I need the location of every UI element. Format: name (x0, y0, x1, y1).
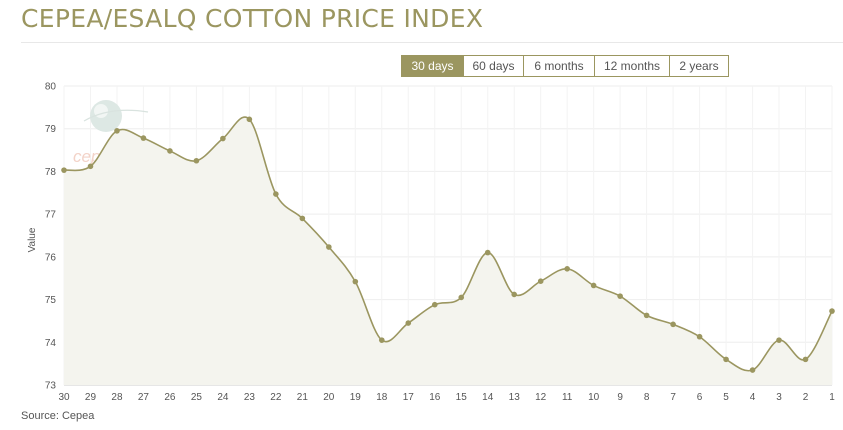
x-tick-label: 16 (429, 392, 441, 403)
x-tick-label: 26 (164, 392, 176, 403)
range-button-60-days[interactable]: 60 days (463, 56, 523, 76)
data-point-23[interactable] (246, 116, 253, 123)
y-tick-label: 80 (45, 82, 57, 93)
x-tick-label: 30 (58, 392, 70, 403)
x-tick-label: 18 (376, 392, 388, 403)
x-tick-label: 22 (270, 392, 282, 403)
x-tick-label: 15 (456, 392, 468, 403)
y-tick-label: 79 (45, 124, 57, 135)
x-tick-label: 5 (723, 392, 729, 403)
y-axis-label: Value (27, 227, 38, 252)
y-axis-ticks: 73 74 75 76 77 78 79 80 (45, 82, 57, 392)
data-point-26[interactable] (167, 148, 173, 154)
page-title: CEPEA/ESALQ COTTON PRICE INDEX (21, 4, 484, 33)
y-tick-label: 74 (45, 338, 57, 349)
source-note: Source: Cepea (21, 410, 95, 422)
data-point-9[interactable] (617, 293, 623, 299)
x-tick-label: 23 (244, 392, 256, 403)
x-tick-label: 20 (323, 392, 335, 403)
x-tick-label: 4 (750, 392, 756, 403)
data-point-22[interactable] (273, 191, 279, 197)
x-tick-label: 14 (482, 392, 494, 403)
x-tick-label: 12 (535, 392, 547, 403)
data-point-6[interactable] (696, 333, 703, 340)
data-point-15[interactable] (458, 294, 465, 301)
data-point-4[interactable] (749, 367, 756, 373)
x-tick-label: 2 (803, 392, 809, 403)
data-point-29[interactable] (87, 163, 94, 170)
data-point-10[interactable] (590, 282, 597, 289)
x-tick-label: 10 (588, 392, 600, 403)
data-point-3[interactable] (776, 337, 782, 343)
y-tick-label: 73 (45, 381, 57, 392)
data-point-19[interactable] (352, 278, 359, 285)
range-button-12-months[interactable]: 12 months (594, 56, 669, 76)
y-tick-label: 75 (45, 295, 57, 306)
x-tick-label: 28 (111, 392, 123, 403)
x-tick-label: 21 (297, 392, 309, 403)
x-tick-label: 27 (138, 392, 150, 403)
data-point-28[interactable] (114, 128, 120, 134)
x-tick-label: 25 (191, 392, 203, 403)
data-point-13[interactable] (511, 291, 518, 298)
series-area (64, 117, 832, 385)
x-tick-label: 1 (829, 392, 835, 403)
data-point-21[interactable] (299, 215, 306, 222)
data-point-1[interactable] (829, 308, 835, 314)
data-point-5[interactable] (723, 356, 729, 363)
data-point-24[interactable] (220, 135, 226, 142)
x-tick-label: 8 (644, 392, 650, 403)
data-point-20[interactable] (326, 244, 332, 250)
data-point-18[interactable] (378, 337, 385, 343)
x-tick-label: 9 (617, 392, 623, 403)
series-points (61, 116, 835, 373)
data-point-7[interactable] (670, 321, 676, 328)
x-tick-label: 3 (776, 392, 782, 403)
data-point-27[interactable] (140, 135, 147, 141)
data-point-16[interactable] (431, 301, 438, 308)
range-button-2-years[interactable]: 2 years (669, 56, 728, 76)
range-button-6-months[interactable]: 6 months (523, 56, 594, 76)
y-tick-label: 77 (45, 210, 57, 221)
x-tick-label: 13 (509, 392, 521, 403)
watermark-swoosh-icon (83, 109, 149, 122)
title-divider (21, 42, 843, 43)
y-tick-label: 78 (45, 167, 57, 178)
x-tick-label: 17 (403, 392, 415, 403)
data-point-14[interactable] (484, 249, 491, 256)
y-tick-label: 76 (45, 252, 57, 263)
data-point-25[interactable] (193, 157, 200, 164)
x-tick-label: 7 (670, 392, 676, 403)
x-tick-label: 11 (562, 392, 573, 403)
data-point-8[interactable] (643, 312, 650, 319)
x-tick-label: 29 (85, 392, 97, 403)
x-tick-label: 24 (217, 392, 229, 403)
x-tick-label: 19 (350, 392, 362, 403)
data-point-11[interactable] (564, 266, 570, 272)
x-axis-ticks: 30 29 28 27 26 25 24 23 22 21 20 19 18 17 16 15 14 13 12 11… (58, 392, 835, 403)
range-selector: 30 days 60 days 6 months 12 months 2 yea… (401, 55, 729, 77)
data-point-30[interactable] (61, 167, 67, 173)
x-tick-label: 6 (697, 392, 703, 403)
data-point-17[interactable] (405, 320, 412, 326)
data-point-2[interactable] (802, 356, 809, 363)
range-button-30-days[interactable]: 30 days (402, 56, 463, 76)
data-point-12[interactable] (537, 278, 544, 285)
